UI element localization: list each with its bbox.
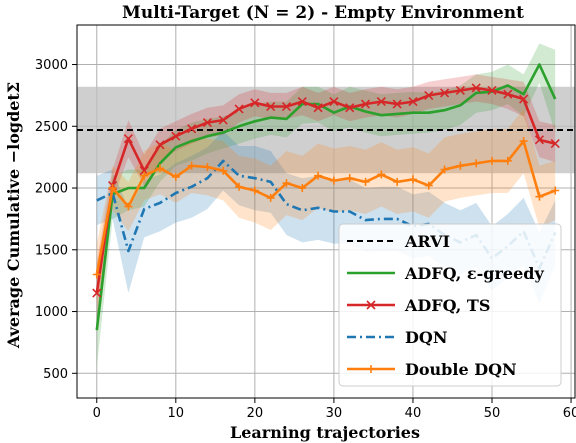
legend-box (338, 223, 562, 387)
data-point-marker (408, 175, 417, 184)
data-point-marker (234, 104, 244, 114)
data-point-marker (360, 99, 371, 109)
data-point-marker (519, 137, 528, 146)
data-point-marker (123, 134, 133, 144)
x-tick-label: 0 (93, 406, 101, 421)
legend-label: ADFQ, ε-greedy (404, 264, 544, 283)
data-point-marker (314, 171, 323, 180)
data-point-marker (235, 182, 244, 191)
data-point-marker (92, 288, 102, 298)
data-point-marker (202, 118, 212, 128)
data-point-marker (535, 192, 544, 201)
data-point-marker (297, 97, 307, 107)
data-point-marker (393, 177, 402, 186)
plot-area: 0 10 20 30 40 50 60 500 1000 1500 2000 2500 3000 (35, 24, 576, 421)
x-tick-label: 60 (563, 406, 576, 421)
data-point-marker (487, 85, 497, 96)
chart-title: Multi-Target (N = 2) - Empty Environment (122, 3, 524, 23)
x-tick-label: 50 (484, 406, 501, 421)
data-point-marker (219, 166, 228, 175)
legend-label: Double DQN (405, 360, 517, 379)
legend-label: DQN (405, 328, 447, 347)
x-tick-label: 30 (326, 406, 343, 421)
data-point-marker (488, 156, 496, 165)
data-point-marker (140, 171, 149, 180)
data-point-marker (218, 115, 228, 125)
legend-label: ADFQ, TS (404, 296, 490, 315)
data-point-marker (345, 174, 354, 183)
y-tick-label: 3000 (35, 58, 68, 73)
data-point-marker (456, 161, 465, 170)
y-tick-label: 2000 (35, 182, 68, 197)
data-point-marker (171, 131, 181, 141)
data-point-marker (440, 88, 450, 98)
legend: ARVI ADFQ, ε-greedy ADFQ, TS DQN Double DQN (338, 223, 562, 387)
series-line (95, 63, 557, 331)
y-axis-label: Average Cumulative −logdetΣ (4, 82, 23, 349)
data-point-marker (455, 85, 465, 96)
y-tick-label: 1500 (35, 243, 68, 258)
data-point-marker (171, 172, 180, 181)
data-point-marker (329, 97, 339, 107)
data-point-marker (250, 98, 260, 108)
data-point-marker (366, 300, 376, 310)
series-band (96, 74, 556, 324)
x-tick-label: 40 (405, 406, 422, 421)
y-tick-label: 2500 (35, 120, 68, 135)
data-point-marker (187, 161, 196, 170)
data-point-marker (503, 89, 513, 99)
data-point-marker (313, 103, 323, 113)
data-point-marker (408, 97, 418, 107)
data-point-marker (156, 164, 164, 173)
data-point-marker (377, 170, 386, 179)
data-point-marker (345, 103, 355, 113)
data-point-marker (424, 90, 434, 100)
data-point-marker (187, 124, 197, 134)
x-axis-label: Learning trajectories (230, 423, 420, 442)
data-point-marker (367, 365, 375, 373)
data-point-marker (281, 101, 292, 112)
data-point-marker (203, 163, 212, 172)
data-point-marker (266, 101, 276, 112)
legend-label-arvi: ARVI (404, 232, 450, 251)
y-tick-label: 500 (43, 367, 68, 382)
data-point-marker (155, 140, 165, 150)
data-point-marker (424, 181, 433, 190)
data-point-marker (108, 184, 117, 193)
data-point-marker (250, 186, 259, 195)
data-point-marker (534, 135, 544, 145)
data-point-marker (329, 176, 338, 185)
series-line (95, 86, 556, 294)
x-tick-label: 10 (168, 406, 185, 421)
data-point-marker (282, 179, 291, 188)
data-point-marker (472, 159, 481, 168)
data-point-marker (376, 97, 386, 107)
data-point-marker (361, 177, 370, 186)
data-point-marker (392, 99, 402, 109)
data-point-marker (440, 165, 449, 174)
data-point-marker (471, 83, 481, 93)
data-point-marker (503, 156, 512, 165)
series-band (96, 43, 556, 368)
data-point-marker (551, 186, 560, 195)
y-tick-label: 1000 (35, 305, 68, 320)
series-line (96, 159, 557, 270)
data-point-marker (550, 139, 560, 149)
data-point-marker (92, 270, 101, 279)
data-point-marker (519, 94, 529, 104)
plot-data-layer (77, 43, 575, 368)
plot-frame (76, 24, 576, 399)
data-point-marker (298, 184, 307, 193)
x-tick-label: 20 (247, 406, 264, 421)
data-point-marker (266, 193, 275, 202)
data-point-marker (124, 202, 133, 211)
series-band (96, 109, 556, 306)
